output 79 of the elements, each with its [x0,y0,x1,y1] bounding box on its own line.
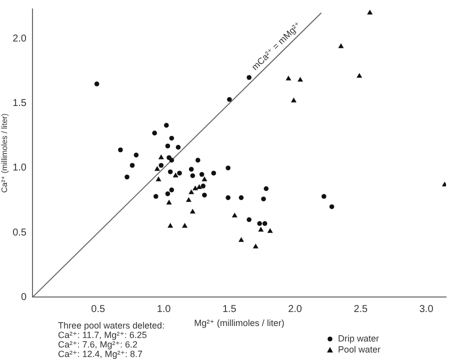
point [166,200,172,204]
point [190,173,196,178]
point [188,166,194,172]
point [152,130,157,136]
point [176,144,181,150]
text: Ca²⁺: 12.4, Mg²⁺: 8.7 [58,348,143,359]
point [238,237,244,242]
point [338,43,344,48]
point [190,208,196,214]
point [169,188,174,192]
point [238,195,244,200]
point [134,152,139,158]
point [165,191,170,196]
point [322,194,326,199]
legend-label: Pool water [338,344,381,354]
point [199,172,204,177]
point [290,98,296,102]
point [226,166,230,170]
point [258,226,264,232]
y-tick-label: 2.0 [12,33,27,44]
point [227,97,232,102]
point [262,221,268,226]
text: Ca²⁺: 11.7, Mg²⁺: 6.25 [58,330,147,340]
point [202,192,207,198]
point [169,158,174,163]
point [188,189,194,194]
x-tick-label: 1.5 [222,304,237,315]
x-tick-label: 0.5 [91,304,106,315]
point [177,170,182,176]
point [168,169,173,174]
point [196,158,200,163]
point [298,76,304,82]
point [164,122,169,128]
y-tick-label: 0.5 [12,227,27,238]
point [158,162,164,168]
point [124,174,130,180]
point [118,147,123,152]
point [153,194,158,199]
point [226,195,230,200]
point [130,162,135,168]
y-tick-label: 1.0 [12,162,27,174]
point [267,228,273,233]
point [264,186,269,192]
point [182,222,188,228]
point [156,176,162,182]
point [154,166,160,171]
point [257,221,262,226]
point [172,172,178,178]
x-tick-label: 3.0 [419,304,434,315]
point [186,197,192,202]
legend-label: Drip water [338,333,380,344]
text: Ca²⁺: 7.6, Mg²⁺: 6.2 [58,339,138,350]
point [200,184,206,188]
y-axis-title: Ca²⁺ (millimoles / liter) [0,113,10,193]
text: Three pool waters deleted: [58,320,165,330]
point [252,244,258,248]
point [202,176,208,182]
x-tick-label: 1.0 [156,304,172,315]
point [158,154,164,160]
point [246,75,252,80]
point [94,82,100,86]
point [196,184,202,189]
point [261,196,266,202]
point [286,76,292,80]
point [168,222,174,228]
point [165,144,170,148]
x-axis-title: Mg²⁺ (millimoles / liter) [194,318,284,328]
point [442,182,446,186]
point [232,212,238,218]
point [356,73,362,78]
y-tick-label: 0 [20,292,27,303]
point [246,217,252,222]
point [367,10,373,14]
y-tick-label: 1.5 [12,98,27,110]
point [329,204,334,210]
point [169,136,174,141]
x-tick-label: 2.0 [288,304,302,315]
x-tick-label: 2.5 [354,304,368,315]
point [211,170,216,176]
